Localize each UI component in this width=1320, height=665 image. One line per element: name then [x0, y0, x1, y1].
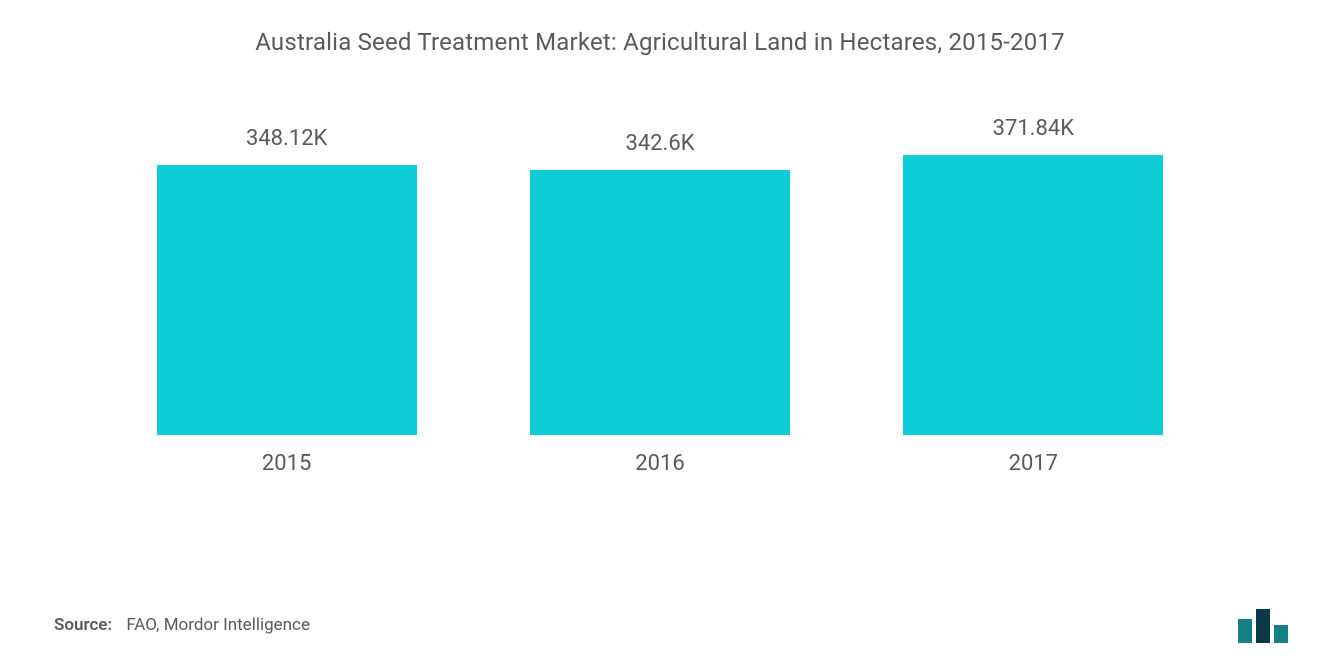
bar-value-label: 348.12K	[246, 126, 327, 151]
bar-value-label: 342.6K	[625, 131, 694, 156]
chart-container: Australia Seed Treatment Market: Agricul…	[0, 0, 1320, 665]
bars-row: 348.12K 2015 342.6K 2016 371.84K 2017	[100, 116, 1220, 476]
category-label: 2015	[262, 451, 311, 476]
bar-slot-2017: 371.84K 2017	[847, 116, 1220, 476]
bar-value-label: 371.84K	[993, 116, 1074, 141]
category-label: 2016	[635, 451, 684, 476]
source-label: Source:	[54, 615, 112, 635]
chart-title: Australia Seed Treatment Market: Agricul…	[40, 28, 1280, 56]
bar-slot-2016: 342.6K 2016	[473, 116, 846, 476]
bar-2016	[530, 170, 790, 436]
plot-area: 348.12K 2015 342.6K 2016 371.84K 2017	[40, 116, 1280, 536]
bar-slot-2015: 348.12K 2015	[100, 116, 473, 476]
source-text: FAO, Mordor Intelligence	[126, 615, 310, 635]
category-label: 2017	[1009, 451, 1058, 476]
bar-2015	[157, 165, 417, 435]
source-line: Source: FAO, Mordor Intelligence	[54, 615, 310, 635]
bar-2017	[903, 155, 1163, 435]
brand-logo-icon	[1236, 605, 1290, 643]
